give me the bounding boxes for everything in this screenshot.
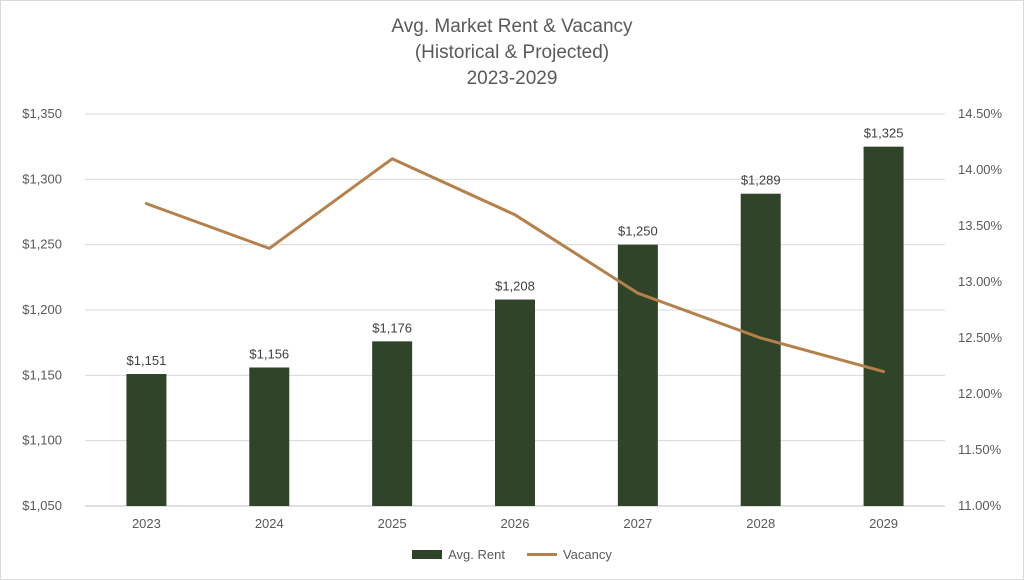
y-left-tick-label: $1,150 xyxy=(22,367,62,382)
y-left-tick-label: $1,100 xyxy=(22,433,62,448)
x-tick-label: 2027 xyxy=(623,516,652,531)
bar xyxy=(249,367,290,506)
x-tick-label: 2025 xyxy=(378,516,407,531)
legend-label-rent: Avg. Rent xyxy=(448,547,505,562)
legend-item-vacancy: Vacancy xyxy=(526,547,612,562)
bar xyxy=(740,193,781,506)
x-tick-label: 2029 xyxy=(869,516,898,531)
bar-data-label: $1,250 xyxy=(618,224,658,239)
bar xyxy=(863,146,904,506)
y-right-tick-label: 11.00% xyxy=(958,498,1002,513)
x-tick-label: 2024 xyxy=(255,516,284,531)
x-tick-label: 2026 xyxy=(501,516,530,531)
chart-legend: Avg. Rent Vacancy xyxy=(0,547,1024,562)
bar-data-label: $1,156 xyxy=(249,346,289,361)
y-left-tick-label: $1,200 xyxy=(22,302,62,317)
y-right-tick-label: 13.00% xyxy=(958,274,1003,289)
legend-swatch-rent xyxy=(412,550,443,559)
y-left-tick-label: $1,300 xyxy=(22,171,62,186)
legend-item-rent: Avg. Rent xyxy=(412,547,505,562)
chart-title-line-3: 2023-2029 xyxy=(466,68,558,89)
y-right-tick-label: 11.50% xyxy=(958,442,1002,457)
bar-data-label: $1,289 xyxy=(741,173,781,188)
bar-data-label: $1,325 xyxy=(864,126,904,141)
bar xyxy=(372,341,413,506)
bar-data-label: $1,208 xyxy=(495,279,535,294)
x-tick-label: 2028 xyxy=(746,516,775,531)
vacancy-line xyxy=(144,157,886,374)
y-right-tick-label: 14.50% xyxy=(958,106,1003,121)
bar xyxy=(126,374,167,506)
bar xyxy=(617,244,658,506)
y-right-tick-label: 13.50% xyxy=(958,218,1003,233)
legend-label-vacancy: Vacancy xyxy=(562,547,612,562)
y-right-tick-label: 14.00% xyxy=(958,162,1003,177)
legend-swatch-vacancy xyxy=(526,553,557,556)
y-right-tick-label: 12.00% xyxy=(958,386,1003,401)
y-left-tick-label: $1,350 xyxy=(22,106,62,121)
y-right-tick-label: 12.50% xyxy=(958,330,1003,345)
chart-title-line-1: Avg. Market Rent & Vacancy xyxy=(391,16,633,37)
chart-title-line-2: (Historical & Projected) xyxy=(414,42,610,63)
y-left-tick-label: $1,250 xyxy=(22,237,62,252)
y-left-tick-label: $1,050 xyxy=(22,498,62,513)
chart-title: Avg. Market Rent & Vacancy (Historical &… xyxy=(0,14,1024,92)
bar xyxy=(495,299,535,506)
x-tick-label: 2023 xyxy=(132,516,161,531)
bar-data-label: $1,151 xyxy=(127,353,167,368)
bar-data-label: $1,176 xyxy=(372,320,412,335)
